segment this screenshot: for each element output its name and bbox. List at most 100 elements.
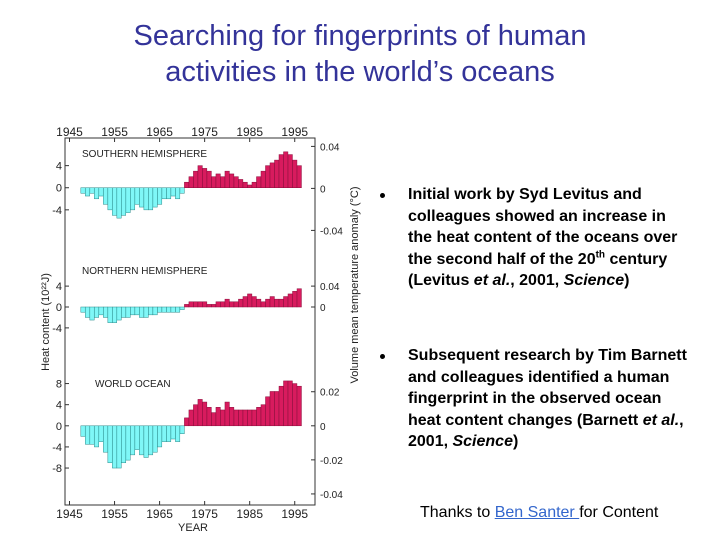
bar (107, 187, 113, 211)
bar (256, 176, 262, 188)
y-tick-label: 0 (56, 421, 62, 433)
bar (139, 306, 145, 318)
x-axis-label: YEAR (178, 522, 208, 534)
bar (233, 176, 239, 188)
bar (292, 291, 298, 308)
bar (94, 306, 99, 318)
bar (125, 425, 131, 461)
bar (179, 425, 185, 434)
bar (287, 154, 293, 188)
bar (175, 187, 181, 200)
bar (121, 425, 127, 464)
bar (166, 187, 172, 200)
x-tick-label: 1945 (56, 507, 83, 521)
bar (287, 293, 293, 308)
bar (107, 425, 113, 464)
bar (278, 385, 284, 427)
text: et al. (642, 411, 680, 429)
bar (125, 306, 131, 318)
bar (148, 306, 154, 316)
bar (107, 306, 113, 323)
bar (278, 154, 284, 188)
bar (85, 187, 90, 197)
bar (121, 306, 127, 318)
bar (112, 306, 117, 323)
y-tick-label: 4 (56, 400, 62, 412)
bar (143, 187, 149, 211)
x-tick-label: 1975 (191, 125, 218, 139)
y2-tick-label: -0.04 (320, 226, 343, 237)
bar (166, 425, 172, 442)
y2-tick-label: 0 (320, 422, 326, 433)
bar (247, 293, 253, 308)
bullet-dot (380, 354, 385, 359)
bar (152, 306, 158, 316)
bar (157, 306, 163, 313)
bar (283, 151, 289, 188)
link[interactable]: Ben Santer (494, 504, 580, 521)
bar (116, 187, 122, 219)
y-tick-label: 8 (56, 379, 62, 391)
bar (80, 306, 86, 313)
bar (188, 409, 194, 427)
plot-frame (64, 137, 316, 506)
bar (161, 306, 167, 313)
bar (296, 165, 302, 188)
x-tick-label: 1955 (101, 507, 128, 521)
y-tick-label: -4 (52, 323, 62, 335)
y-tick-label: -4 (52, 205, 62, 217)
bar (193, 170, 199, 188)
bar (224, 401, 230, 427)
bar (202, 168, 208, 188)
bar (296, 288, 302, 308)
bar (211, 176, 217, 188)
bar (103, 187, 108, 205)
bar (148, 187, 154, 211)
bar (116, 425, 122, 469)
slide-title: Searching for fingerprints of human acti… (0, 18, 720, 90)
bar (130, 187, 136, 211)
bar (206, 170, 212, 188)
bar (283, 380, 289, 427)
bar (175, 425, 181, 442)
bar (206, 407, 212, 427)
bar (143, 425, 149, 458)
bar (229, 301, 235, 308)
bar (193, 404, 199, 427)
text: ) (512, 433, 519, 450)
y-tick-label: 4 (56, 281, 62, 293)
bar (175, 306, 181, 313)
credit: Thanks to Ben Santer for Content (420, 504, 658, 522)
y2-tick-label: 0 (320, 303, 326, 314)
bar (197, 165, 203, 188)
bar (283, 296, 289, 308)
y-tick-label: -4 (52, 442, 62, 454)
bar (229, 173, 235, 188)
bar (233, 301, 239, 308)
y2-tick-label: 0.04 (320, 142, 340, 153)
bar (98, 425, 104, 442)
bar (274, 391, 280, 427)
bar (188, 176, 194, 188)
bar (242, 181, 248, 188)
bar (202, 301, 208, 308)
bar (269, 296, 275, 308)
bullet-text: Subsequent research by Tim Barnett and c… (408, 345, 693, 453)
bar (134, 187, 140, 205)
bar (292, 383, 298, 427)
text: for Content (579, 504, 659, 521)
text: Science (452, 433, 513, 450)
bar (116, 306, 122, 321)
bar (193, 301, 199, 308)
bar (170, 187, 176, 197)
y2-axis-label: Volume mean temperature anomaly (°C) (349, 187, 361, 384)
bar (139, 187, 145, 208)
bar (233, 409, 239, 427)
x-tick-label: 1995 (281, 125, 308, 139)
bar (220, 409, 226, 427)
bar (197, 399, 203, 427)
x-tick-label: 1965 (146, 125, 173, 139)
text: Subsequent research by Tim Barnett and c… (408, 347, 687, 429)
bar (260, 404, 266, 427)
bar (85, 425, 90, 445)
